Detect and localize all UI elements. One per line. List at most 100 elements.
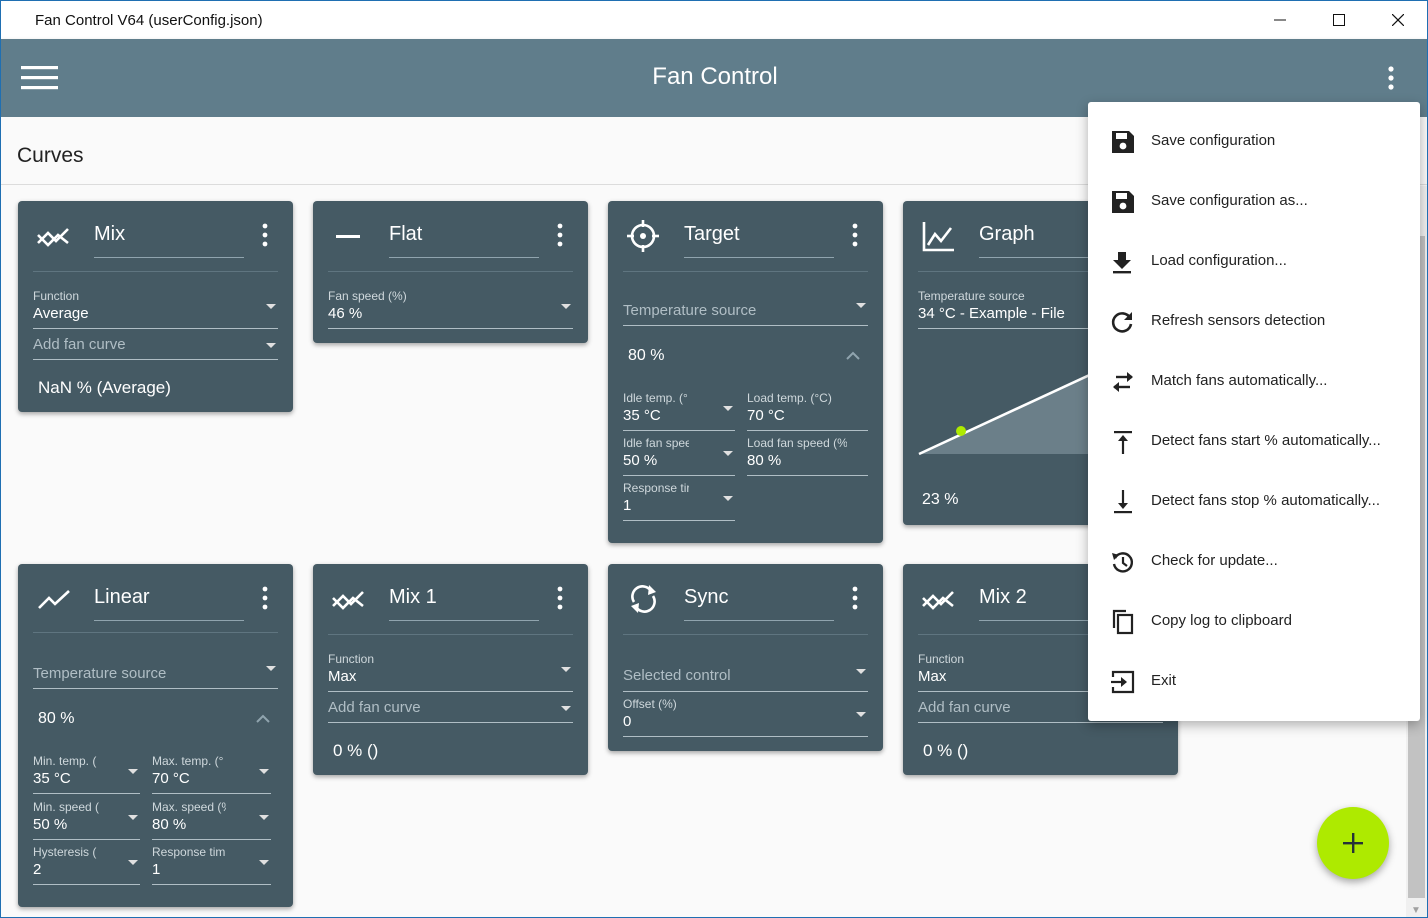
- close-button[interactable]: [1369, 1, 1427, 39]
- field-value: 35 °C: [33, 770, 71, 787]
- hysteresis-select[interactable]: Hysteresis ( 2: [33, 845, 140, 885]
- menu-item-save-configuration[interactable]: Save configuration: [1088, 111, 1420, 171]
- max-temp-select[interactable]: Max. temp. (° 70 °C: [152, 754, 271, 794]
- menu-item-save-configuration-as[interactable]: Save configuration as...: [1088, 171, 1420, 231]
- curve-card-mix: Mix Function Average Add fan curve NaN %…: [18, 201, 293, 412]
- card-menu-icon[interactable]: [850, 586, 860, 610]
- graph-curve-icon: [922, 222, 954, 252]
- menu-item-check-update[interactable]: Check for update...: [1088, 531, 1420, 591]
- response-time-select[interactable]: Response tir 1: [623, 481, 735, 521]
- maximize-button[interactable]: [1310, 1, 1368, 39]
- function-select[interactable]: Function Max: [328, 652, 573, 692]
- maximize-icon: [1333, 14, 1345, 26]
- min-speed-select[interactable]: Min. speed ( 50 %: [33, 800, 140, 840]
- curve-card-mix-1: Mix 1 Function Max Add fan curve 0 % (): [313, 564, 588, 775]
- flat-curve-icon: [336, 235, 360, 238]
- card-menu-icon[interactable]: [260, 223, 270, 247]
- add-fan-curve-select[interactable]: Add fan curve: [33, 335, 278, 360]
- card-name[interactable]: Sync: [684, 586, 729, 608]
- save-icon: [1112, 131, 1134, 153]
- copy-icon: [1112, 609, 1134, 635]
- dropdown-arrow-icon: [259, 860, 269, 865]
- field-value: Average: [33, 305, 89, 322]
- idle-fan-speed-select[interactable]: Idle fan spee 50 %: [623, 436, 735, 476]
- card-name[interactable]: Target: [684, 223, 740, 245]
- menu-item-refresh-sensors[interactable]: Refresh sensors detection: [1088, 291, 1420, 351]
- dropdown-arrow-icon: [856, 303, 866, 308]
- linear-value: 80 %: [38, 710, 75, 727]
- curve-card-sync: Sync Selected control Offset (%) 0: [608, 564, 883, 751]
- menu-item-label: Check for update...: [1151, 552, 1278, 569]
- temperature-source-select[interactable]: Temperature source: [623, 299, 868, 326]
- card-menu-icon[interactable]: [260, 586, 270, 610]
- more-options-icon[interactable]: [1381, 65, 1401, 93]
- field-value: 34 °C - Example - File: [918, 305, 1065, 322]
- fan-speed-select[interactable]: Fan speed (%) 46 %: [328, 289, 573, 329]
- save-as-icon: [1112, 191, 1134, 213]
- add-fan-curve-select[interactable]: Add fan curve: [328, 698, 573, 723]
- temperature-source-select[interactable]: Temperature source 34 °C - Example - Fil…: [918, 289, 1163, 329]
- field-label: Function: [918, 652, 965, 666]
- field-value: 70 °C: [747, 407, 785, 424]
- window-title: Fan Control V64 (userConfig.json): [35, 12, 263, 29]
- dropdown-arrow-icon: [723, 496, 733, 501]
- card-menu-icon[interactable]: [555, 586, 565, 610]
- response-time-select[interactable]: Response tim 1: [152, 845, 271, 885]
- card-name[interactable]: Mix 1: [389, 586, 437, 608]
- field-label: Function: [328, 652, 375, 666]
- options-menu: Save configuration Save configuration as…: [1088, 102, 1420, 721]
- mix-curve-icon: [37, 228, 69, 247]
- selected-control-select[interactable]: Selected control: [623, 665, 868, 692]
- menu-item-match-fans[interactable]: Match fans automatically...: [1088, 351, 1420, 411]
- card-name[interactable]: Linear: [94, 586, 150, 608]
- minimize-button[interactable]: [1251, 1, 1309, 39]
- scroll-down-arrow-icon[interactable]: ▼: [1411, 905, 1421, 916]
- menu-item-detect-fans-stop[interactable]: Detect fans stop % automatically...: [1088, 471, 1420, 531]
- menu-item-detect-fans-start[interactable]: Detect fans start % automatically...: [1088, 411, 1420, 471]
- dropdown-arrow-icon: [723, 406, 733, 411]
- menu-item-copy-log[interactable]: Copy log to clipboard: [1088, 591, 1420, 651]
- card-menu-icon[interactable]: [555, 223, 565, 247]
- dropdown-arrow-icon: [561, 667, 571, 672]
- field-placeholder: Selected control: [623, 667, 731, 684]
- menu-item-label: Copy log to clipboard: [1151, 612, 1292, 629]
- field-label: Offset (%): [623, 697, 677, 711]
- max-speed-select[interactable]: Max. speed (% 80 %: [152, 800, 271, 840]
- field-value: 1: [623, 497, 632, 514]
- add-curve-button[interactable]: [1317, 807, 1389, 879]
- menu-item-label: Detect fans start % automatically...: [1151, 432, 1381, 449]
- field-label: Function: [33, 289, 80, 303]
- history-icon: [1112, 552, 1134, 573]
- field-label: Response tim: [152, 845, 226, 859]
- menu-item-exit[interactable]: Exit: [1088, 651, 1420, 711]
- temperature-source-select[interactable]: Temperature source: [33, 662, 278, 689]
- dropdown-arrow-icon: [128, 860, 138, 865]
- graph-point[interactable]: [956, 426, 966, 436]
- load-temp-input[interactable]: Load temp. (°C) 70 °C: [747, 391, 868, 431]
- collapse-chevron-icon[interactable]: [256, 714, 270, 724]
- hamburger-menu-icon[interactable]: [21, 63, 59, 93]
- load-fan-speed-input[interactable]: Load fan speed (% 80 %: [747, 436, 868, 476]
- field-label: Load fan speed (%: [747, 436, 847, 450]
- card-name[interactable]: Mix 2: [979, 586, 1027, 608]
- card-name[interactable]: Mix: [94, 223, 126, 245]
- card-menu-icon[interactable]: [850, 223, 860, 247]
- field-placeholder: Add fan curve: [328, 699, 421, 716]
- curve-card-flat: Flat Fan speed (%) 46 %: [313, 201, 588, 343]
- min-temp-select[interactable]: Min. temp. ( 35 °C: [33, 754, 140, 794]
- function-select[interactable]: Function Average: [33, 289, 278, 329]
- field-value: 0: [623, 713, 632, 730]
- idle-temp-select[interactable]: Idle temp. (° 35 °C: [623, 391, 735, 431]
- card-name[interactable]: Graph: [979, 223, 1035, 245]
- field-value: 50 %: [33, 816, 68, 833]
- field-placeholder: Add fan curve: [918, 699, 1011, 716]
- function-select[interactable]: Function Max: [918, 652, 1163, 692]
- collapse-chevron-icon[interactable]: [846, 351, 860, 361]
- target-value: 80 %: [628, 347, 665, 364]
- dropdown-arrow-icon: [723, 451, 733, 456]
- add-fan-curve-select[interactable]: Add fan curve: [918, 698, 1163, 723]
- menu-item-load-configuration[interactable]: Load configuration...: [1088, 231, 1420, 291]
- offset-select[interactable]: Offset (%) 0: [623, 697, 868, 737]
- curve-result: NaN % (Average): [38, 378, 171, 397]
- card-name[interactable]: Flat: [389, 223, 423, 245]
